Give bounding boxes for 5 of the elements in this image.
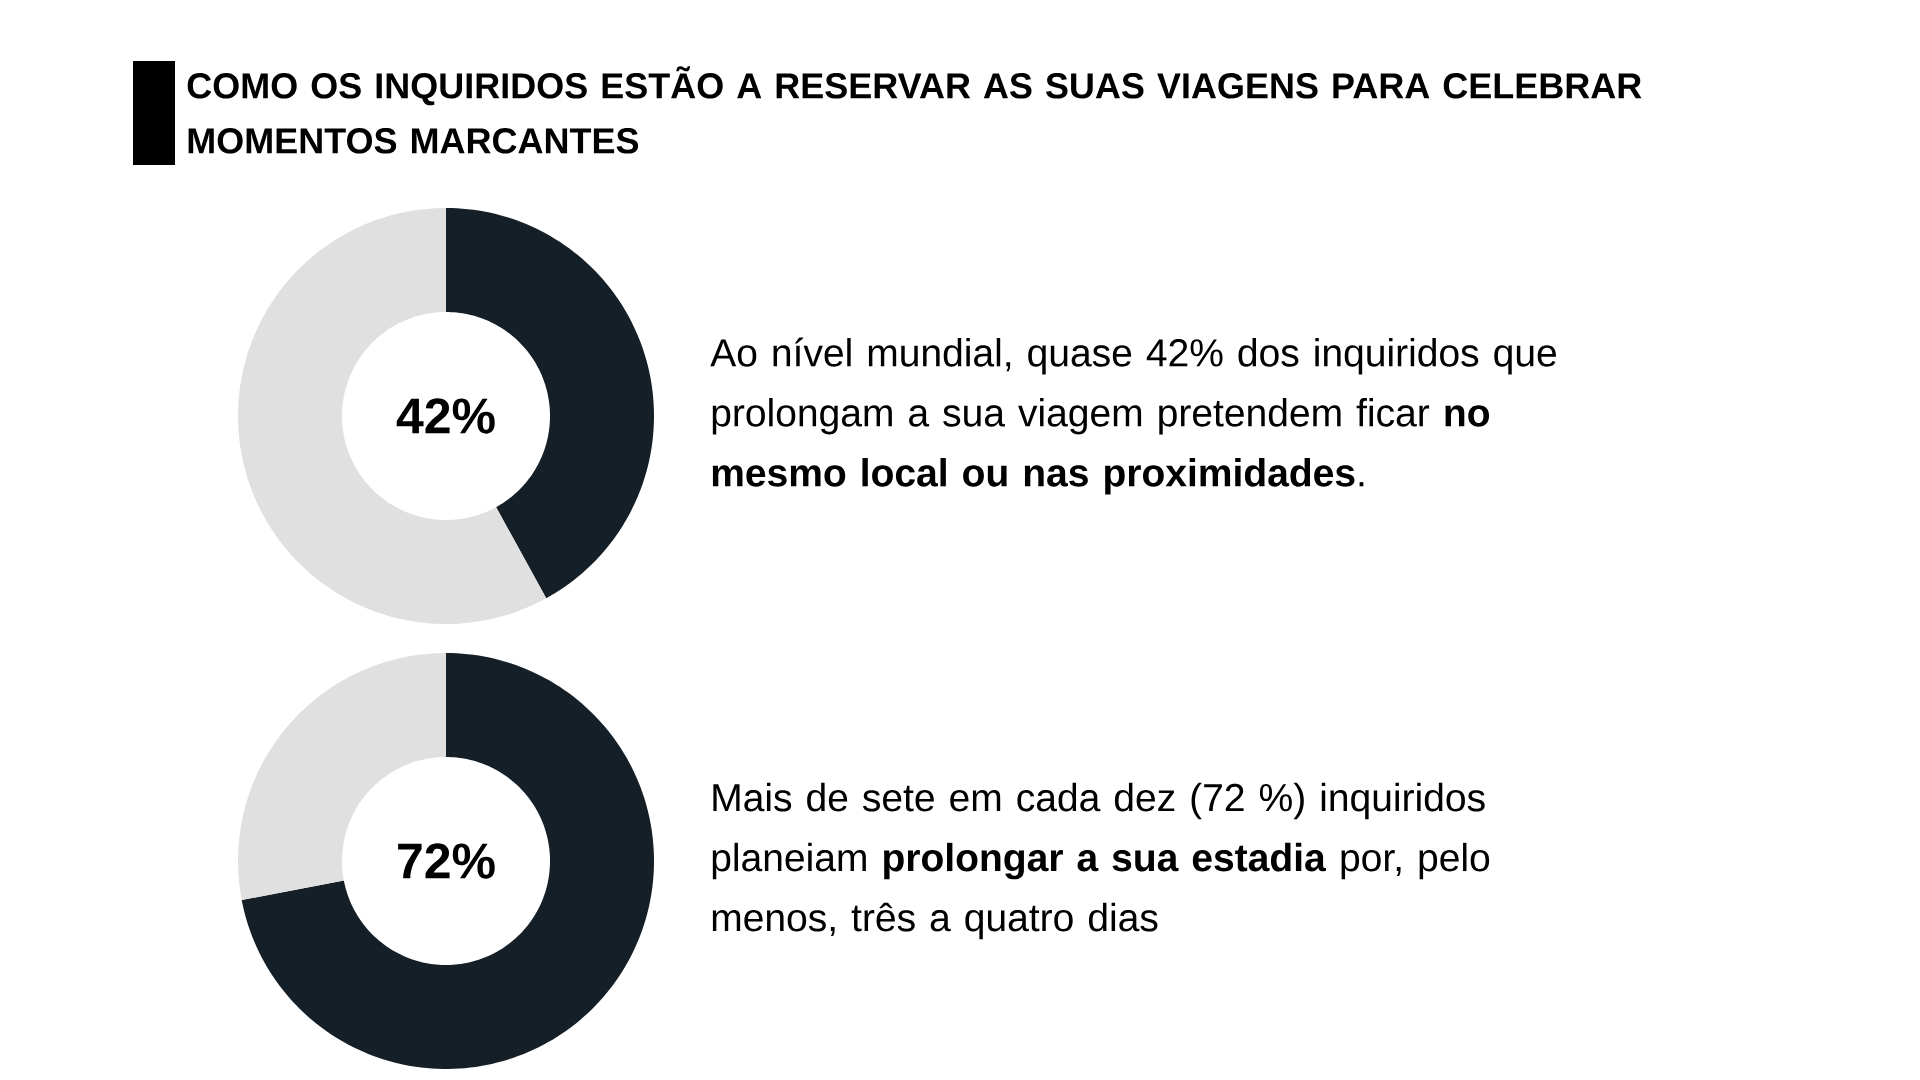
text: 42% (396, 398, 495, 434)
text: Ao nível mundial, quase 42% dos inquiridos que prolongam a sua viagem pretendem ficar no mesmo local ou nas proximidades. (710, 337, 1556, 495)
text: 72% (398, 843, 495, 879)
text: COMO OS INQUIRIDOS ESTÃO A RESERVAR AS SUAS VIAGENS PARA CELEBRAR MOMENTOS MARCANTES (187, 66, 1642, 154)
text: Mais de sete em cada dez (72 %) inquiridos planeiam prolongar a sua estadia por, pelo menos, três a quatro dias (712, 782, 1490, 940)
